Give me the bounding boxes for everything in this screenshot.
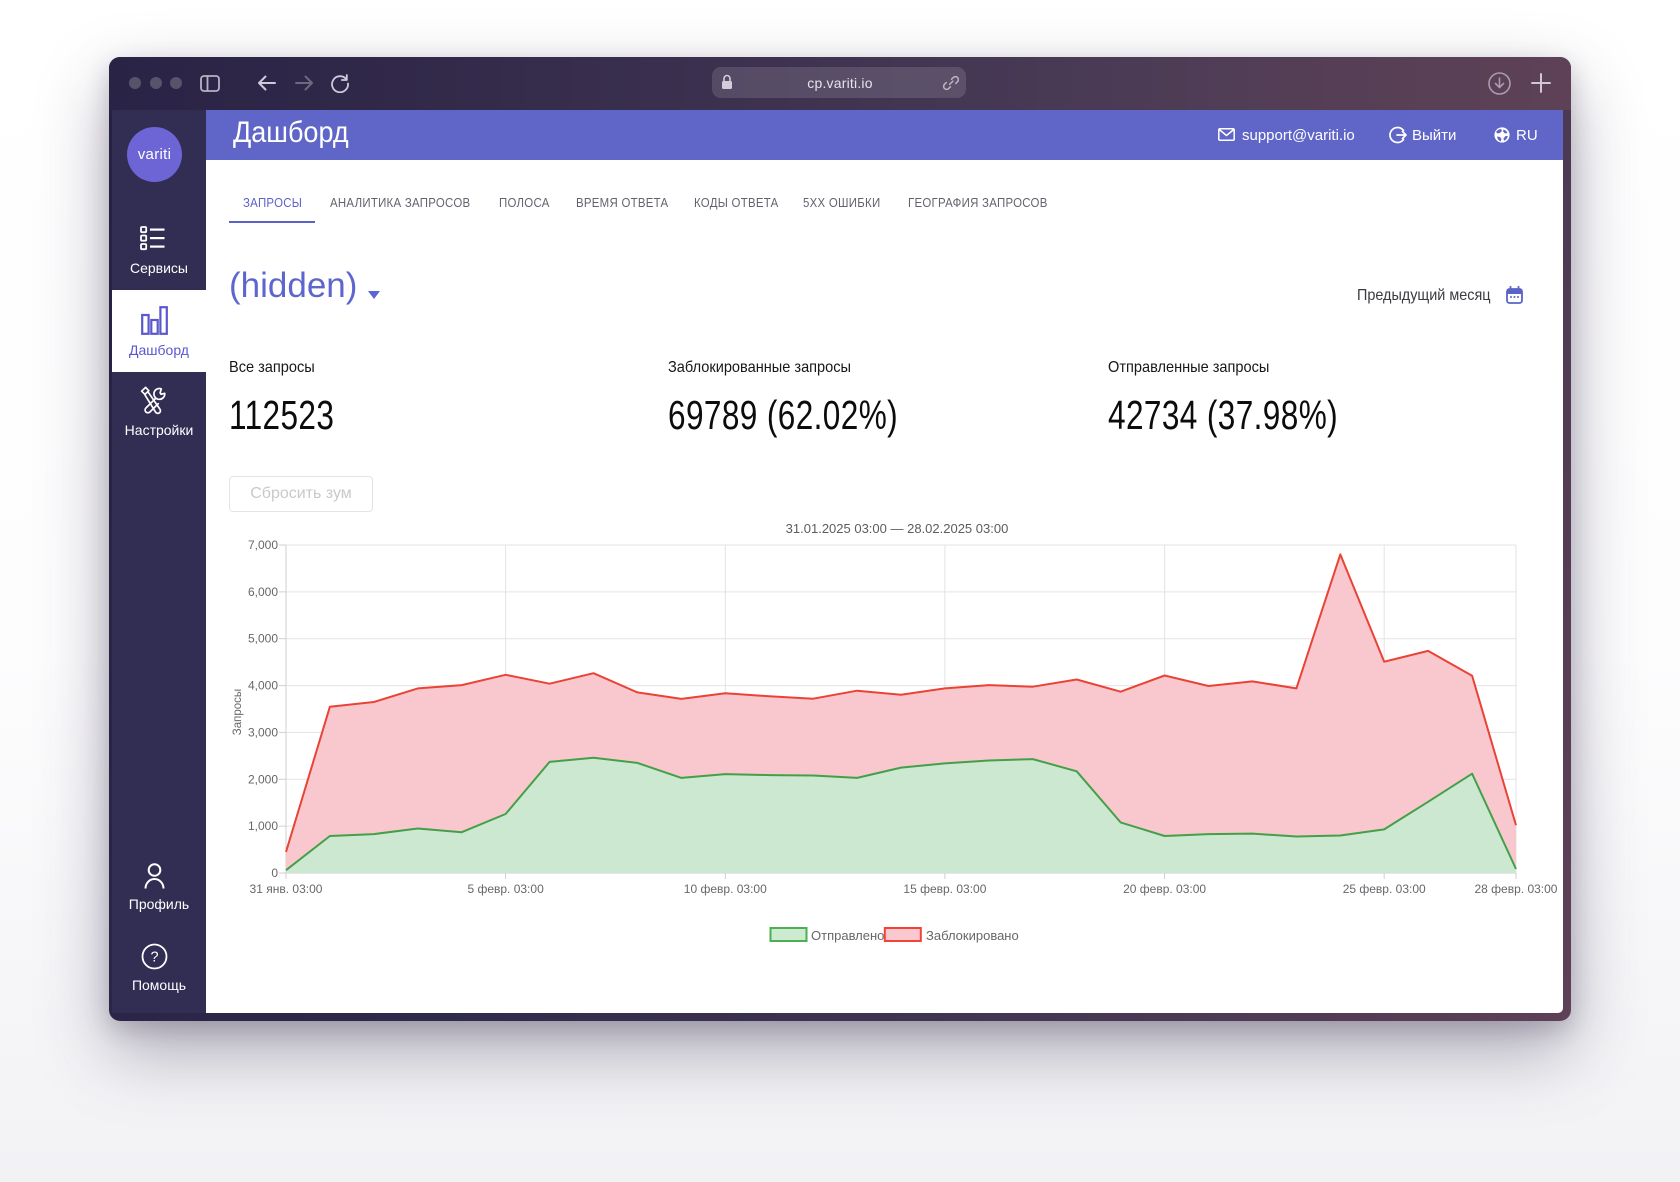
svg-text:Запросы: Запросы xyxy=(232,689,244,735)
svg-text:1,000: 1,000 xyxy=(248,819,278,833)
svg-text:0: 0 xyxy=(271,866,278,880)
svg-text:10 февр. 03:00: 10 февр. 03:00 xyxy=(684,882,767,896)
svg-text:31.01.2025 03:00 — 28.02.2025: 31.01.2025 03:00 — 28.02.2025 03:00 xyxy=(786,521,1009,536)
svg-text:Заблокировано: Заблокировано xyxy=(926,928,1019,943)
svg-text:2,000: 2,000 xyxy=(248,772,278,786)
svg-text:5,000: 5,000 xyxy=(248,632,278,646)
svg-text:31 янв. 03:00: 31 янв. 03:00 xyxy=(250,882,323,896)
svg-text:28 февр. 03:00: 28 февр. 03:00 xyxy=(1475,882,1558,896)
svg-text:15 февр. 03:00: 15 февр. 03:00 xyxy=(903,882,986,896)
svg-text:5 февр. 03:00: 5 февр. 03:00 xyxy=(467,882,544,896)
svg-text:25 февр. 03:00: 25 февр. 03:00 xyxy=(1343,882,1426,896)
svg-text:?: ? xyxy=(150,950,158,966)
svg-text:7,000: 7,000 xyxy=(248,538,278,552)
svg-text:4,000: 4,000 xyxy=(248,679,278,693)
svg-text:6,000: 6,000 xyxy=(248,585,278,599)
svg-text:Отправлено: Отправлено xyxy=(811,928,884,943)
svg-text:3,000: 3,000 xyxy=(248,725,278,739)
svg-text:20 февр. 03:00: 20 февр. 03:00 xyxy=(1123,882,1206,896)
